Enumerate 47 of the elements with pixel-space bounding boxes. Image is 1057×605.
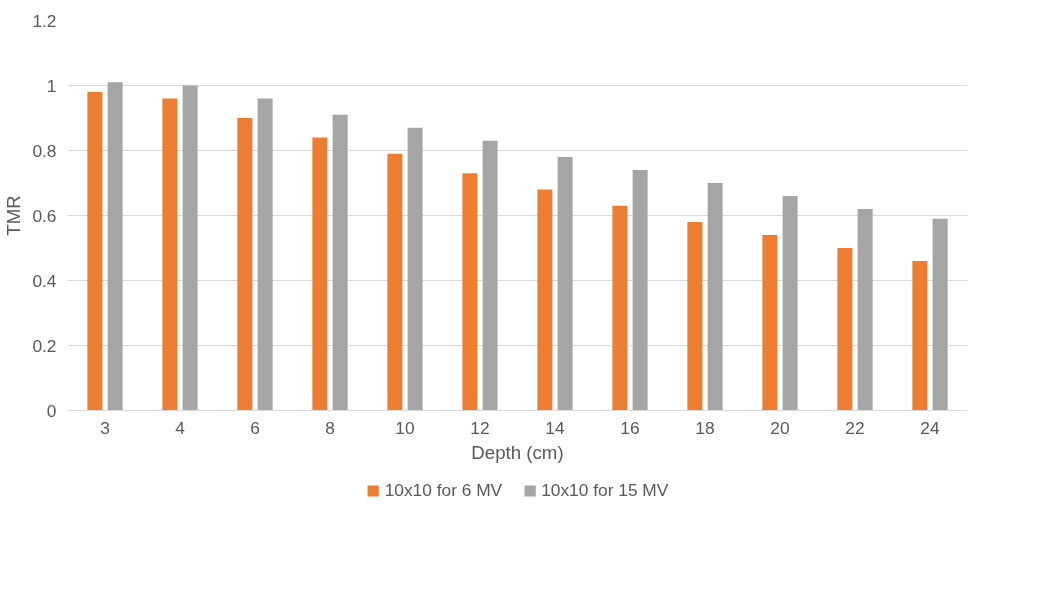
legend-label: 10x10 for 6 MV (384, 479, 503, 501)
x-tick-label: 6 (250, 417, 260, 438)
bar (932, 218, 948, 411)
x-tick-label: 18 (695, 417, 715, 438)
legend-label: 10x10 for 15 MV (541, 479, 669, 501)
bar (707, 183, 723, 411)
y-tick-label: 1.2 (32, 10, 57, 31)
y-tick-label: 0 (46, 400, 57, 421)
x-tick-label: 12 (470, 417, 490, 438)
bar (762, 235, 778, 411)
bar (462, 173, 478, 411)
bar (632, 170, 648, 411)
x-tick-label: 22 (845, 417, 865, 438)
bar (87, 92, 103, 411)
x-tick-label: 10 (395, 417, 415, 438)
bar (687, 222, 703, 411)
x-tick-label: 16 (620, 417, 640, 438)
y-tick-label: 0.2 (32, 335, 57, 356)
x-tick-label: 4 (175, 417, 186, 438)
x-tick-label: 14 (545, 417, 565, 438)
y-tick-label: 1 (46, 75, 57, 96)
bar (782, 196, 798, 411)
bar (182, 85, 198, 411)
bar (332, 114, 348, 411)
bar (387, 153, 403, 411)
x-tick-label: 20 (770, 417, 790, 438)
x-tick-label: 24 (920, 417, 940, 438)
bar (837, 248, 853, 411)
bar (107, 82, 123, 411)
bar (537, 189, 553, 411)
y-tick-label: 0.6 (32, 205, 57, 226)
y-tick-label: 0.8 (32, 140, 57, 161)
bar (857, 209, 873, 411)
x-axis-title: Depth (cm) (471, 441, 564, 463)
bar (312, 137, 328, 411)
bar (257, 98, 273, 411)
y-axis-title: TMR (3, 195, 25, 236)
bar (237, 118, 253, 411)
x-tick-label: 8 (325, 417, 335, 438)
bar (612, 205, 628, 411)
y-tick-label: 0.4 (32, 270, 57, 291)
x-tick-label: 3 (100, 417, 110, 438)
bar (407, 127, 423, 411)
bar (482, 140, 498, 411)
bar (162, 98, 178, 411)
bar (557, 157, 573, 411)
bar (912, 261, 928, 411)
